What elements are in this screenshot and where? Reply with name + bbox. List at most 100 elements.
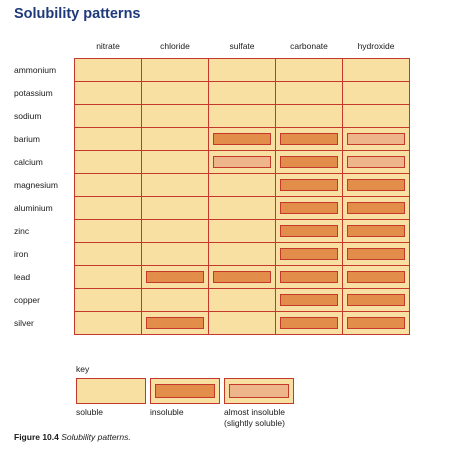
solubility-cell-insoluble xyxy=(208,264,276,289)
solubility-cell-insoluble xyxy=(275,310,343,335)
insoluble-bar xyxy=(347,224,405,237)
insoluble-bar xyxy=(280,316,338,329)
solubility-cell-soluble xyxy=(74,172,142,197)
solubility-cell-soluble xyxy=(74,80,142,105)
table-row: potassium xyxy=(14,80,410,105)
key-swatch-insoluble xyxy=(150,378,220,404)
solubility-cell-insoluble xyxy=(275,149,343,174)
solubility-cell-soluble xyxy=(208,241,276,266)
solubility-cell-insoluble xyxy=(275,241,343,266)
solubility-cell-soluble xyxy=(141,126,209,151)
solubility-cell-insoluble xyxy=(342,241,410,266)
solubility-cell-almost xyxy=(208,149,276,174)
solubility-cell-soluble xyxy=(208,310,276,335)
caption-text: Solubility patterns. xyxy=(61,432,131,442)
solubility-cell-soluble xyxy=(74,218,142,243)
almost-insoluble-bar xyxy=(347,155,405,168)
solubility-cell-soluble xyxy=(208,103,276,128)
solubility-cell-soluble xyxy=(275,80,343,105)
insoluble-bar xyxy=(280,293,338,306)
solubility-cell-soluble xyxy=(141,241,209,266)
solubility-cell-soluble xyxy=(342,103,410,128)
column-header: sulfate xyxy=(229,40,255,51)
insoluble-bar xyxy=(347,316,405,329)
solubility-cell-insoluble xyxy=(342,218,410,243)
solubility-cell-soluble xyxy=(208,218,276,243)
insoluble-bar xyxy=(280,155,338,168)
solubility-cell-insoluble xyxy=(342,310,410,335)
table-row: zinc xyxy=(14,218,410,243)
solubility-cell-soluble xyxy=(74,126,142,151)
solubility-cell-soluble xyxy=(74,195,142,220)
caption-figure-number: Figure 10.4 xyxy=(14,432,59,442)
solubility-cell-soluble xyxy=(141,103,209,128)
insoluble-bar xyxy=(347,293,405,306)
key-swatch-almost-insoluble xyxy=(224,378,294,404)
row-label: potassium xyxy=(14,87,53,98)
table-row: ammonium xyxy=(14,57,410,82)
solubility-cell-soluble xyxy=(208,287,276,312)
table-row: silver xyxy=(14,310,410,335)
solubility-cell-insoluble xyxy=(275,218,343,243)
solubility-cell-soluble xyxy=(141,195,209,220)
corner-cell xyxy=(14,36,75,58)
insoluble-bar xyxy=(280,270,338,283)
solubility-cell-insoluble xyxy=(275,287,343,312)
insoluble-bar xyxy=(280,178,338,191)
solubility-cell-soluble xyxy=(208,80,276,105)
table-row: sodium xyxy=(14,103,410,128)
solubility-cell-soluble xyxy=(74,287,142,312)
solubility-cell-soluble xyxy=(275,103,343,128)
insoluble-bar xyxy=(347,178,405,191)
solubility-cell-soluble xyxy=(275,57,343,82)
insoluble-bar xyxy=(280,132,338,145)
insoluble-bar xyxy=(347,201,405,214)
insoluble-bar xyxy=(213,270,271,283)
key-text-insoluble: insoluble xyxy=(150,407,184,417)
solubility-cell-insoluble xyxy=(342,195,410,220)
column-header: nitrate xyxy=(96,40,120,51)
insoluble-bar xyxy=(280,201,338,214)
table-row: calcium xyxy=(14,149,410,174)
row-label: barium xyxy=(14,133,40,144)
row-label: sodium xyxy=(14,110,42,121)
insoluble-bar xyxy=(146,316,204,329)
solubility-cell-soluble xyxy=(74,149,142,174)
figure-caption: Figure 10.4 Solubility patterns. xyxy=(14,432,131,442)
solubility-cell-soluble xyxy=(74,57,142,82)
row-label: copper xyxy=(14,294,40,305)
solubility-cell-soluble xyxy=(141,80,209,105)
solubility-cell-almost xyxy=(342,149,410,174)
solubility-cell-insoluble xyxy=(275,264,343,289)
table-row: magnesium xyxy=(14,172,410,197)
solubility-cell-insoluble xyxy=(275,172,343,197)
key-text-almost-line1: almost insoluble xyxy=(224,407,285,417)
solubility-cell-soluble xyxy=(74,310,142,335)
row-label: lead xyxy=(14,271,31,282)
solubility-grid: nitrate chloride sulfate carbonate hydroxide… xyxy=(14,36,410,335)
solubility-cell-insoluble xyxy=(275,126,343,151)
row-label: silver xyxy=(14,317,34,328)
solubility-cell-soluble xyxy=(141,57,209,82)
solubility-cell-insoluble xyxy=(141,264,209,289)
page-title: Solubility patterns xyxy=(14,6,141,22)
solubility-cell-insoluble xyxy=(275,195,343,220)
solubility-cell-insoluble xyxy=(141,310,209,335)
key-heading: key xyxy=(76,364,90,374)
key-almost-insoluble-bar xyxy=(229,384,289,398)
solubility-cell-soluble xyxy=(141,287,209,312)
solubility-cell-soluble xyxy=(141,218,209,243)
key-text-almost-line2: (slightly soluble) xyxy=(224,417,285,428)
key-swatch-soluble xyxy=(76,378,146,404)
row-label: iron xyxy=(14,248,29,259)
solubility-cell-soluble xyxy=(208,172,276,197)
row-label: magnesium xyxy=(14,179,58,190)
solubility-cell-soluble xyxy=(342,57,410,82)
solubility-cell-soluble xyxy=(74,264,142,289)
column-header: hydroxide xyxy=(357,40,395,51)
row-label: aluminium xyxy=(14,202,53,213)
table-row: lead xyxy=(14,264,410,289)
almost-insoluble-bar xyxy=(347,132,405,145)
row-label: calcium xyxy=(14,156,43,167)
column-header: carbonate xyxy=(290,40,328,51)
